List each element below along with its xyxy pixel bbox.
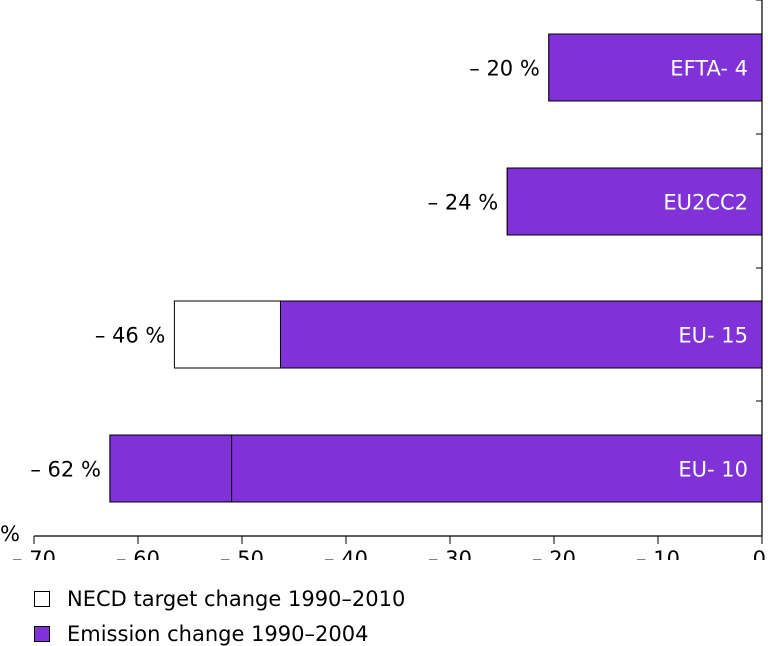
x-tick-label: – 60 bbox=[116, 547, 160, 560]
legend-label-emission: Emission change 1990–2004 bbox=[67, 622, 369, 646]
axis-unit-label: % bbox=[0, 522, 20, 546]
category-label: EFTA- 4 bbox=[670, 57, 748, 81]
legend-item-emission: Emission change 1990–2004 bbox=[34, 622, 368, 646]
x-tick-label: – 20 bbox=[532, 547, 576, 560]
x-tick-label: 0 bbox=[753, 547, 766, 560]
bars-layer: EFTA- 4 – 20 % EU2CC2 – 24 % EU- 15 – 46 % EU-… bbox=[30, 33, 763, 503]
category-label: EU- 10 bbox=[678, 458, 748, 482]
value-label: – 20 % bbox=[469, 57, 540, 81]
emission-bar bbox=[506, 167, 763, 236]
legend-swatch-emission bbox=[34, 626, 50, 642]
emission-bar bbox=[279, 300, 763, 369]
legend-swatch-target bbox=[34, 591, 50, 607]
value-label: – 62 % bbox=[30, 458, 101, 482]
emission-bar bbox=[548, 33, 763, 102]
bar-chart: EFTA- 4 – 20 % EU2CC2 – 24 % EU- 15 – 46 % EU-… bbox=[0, 0, 766, 560]
x-tick-label: – 10 bbox=[636, 547, 680, 560]
x-axis: – 70 – 60 – 50 – 40 – 30 – 20 – 10 0 bbox=[12, 0, 766, 560]
x-tick-label: – 70 bbox=[12, 547, 56, 560]
legend-item-target: NECD target change 1990–2010 bbox=[34, 587, 405, 611]
x-tick-label: – 40 bbox=[324, 547, 368, 560]
x-tick-label: – 30 bbox=[428, 547, 472, 560]
value-label: – 46 % bbox=[95, 324, 166, 348]
category-label: EU- 15 bbox=[678, 324, 748, 348]
legend-label-target: NECD target change 1990–2010 bbox=[67, 587, 406, 611]
category-label: EU2CC2 bbox=[663, 191, 748, 215]
emission-bar bbox=[109, 434, 763, 503]
x-tick-label: – 50 bbox=[220, 547, 264, 560]
value-label: – 24 % bbox=[428, 191, 499, 215]
